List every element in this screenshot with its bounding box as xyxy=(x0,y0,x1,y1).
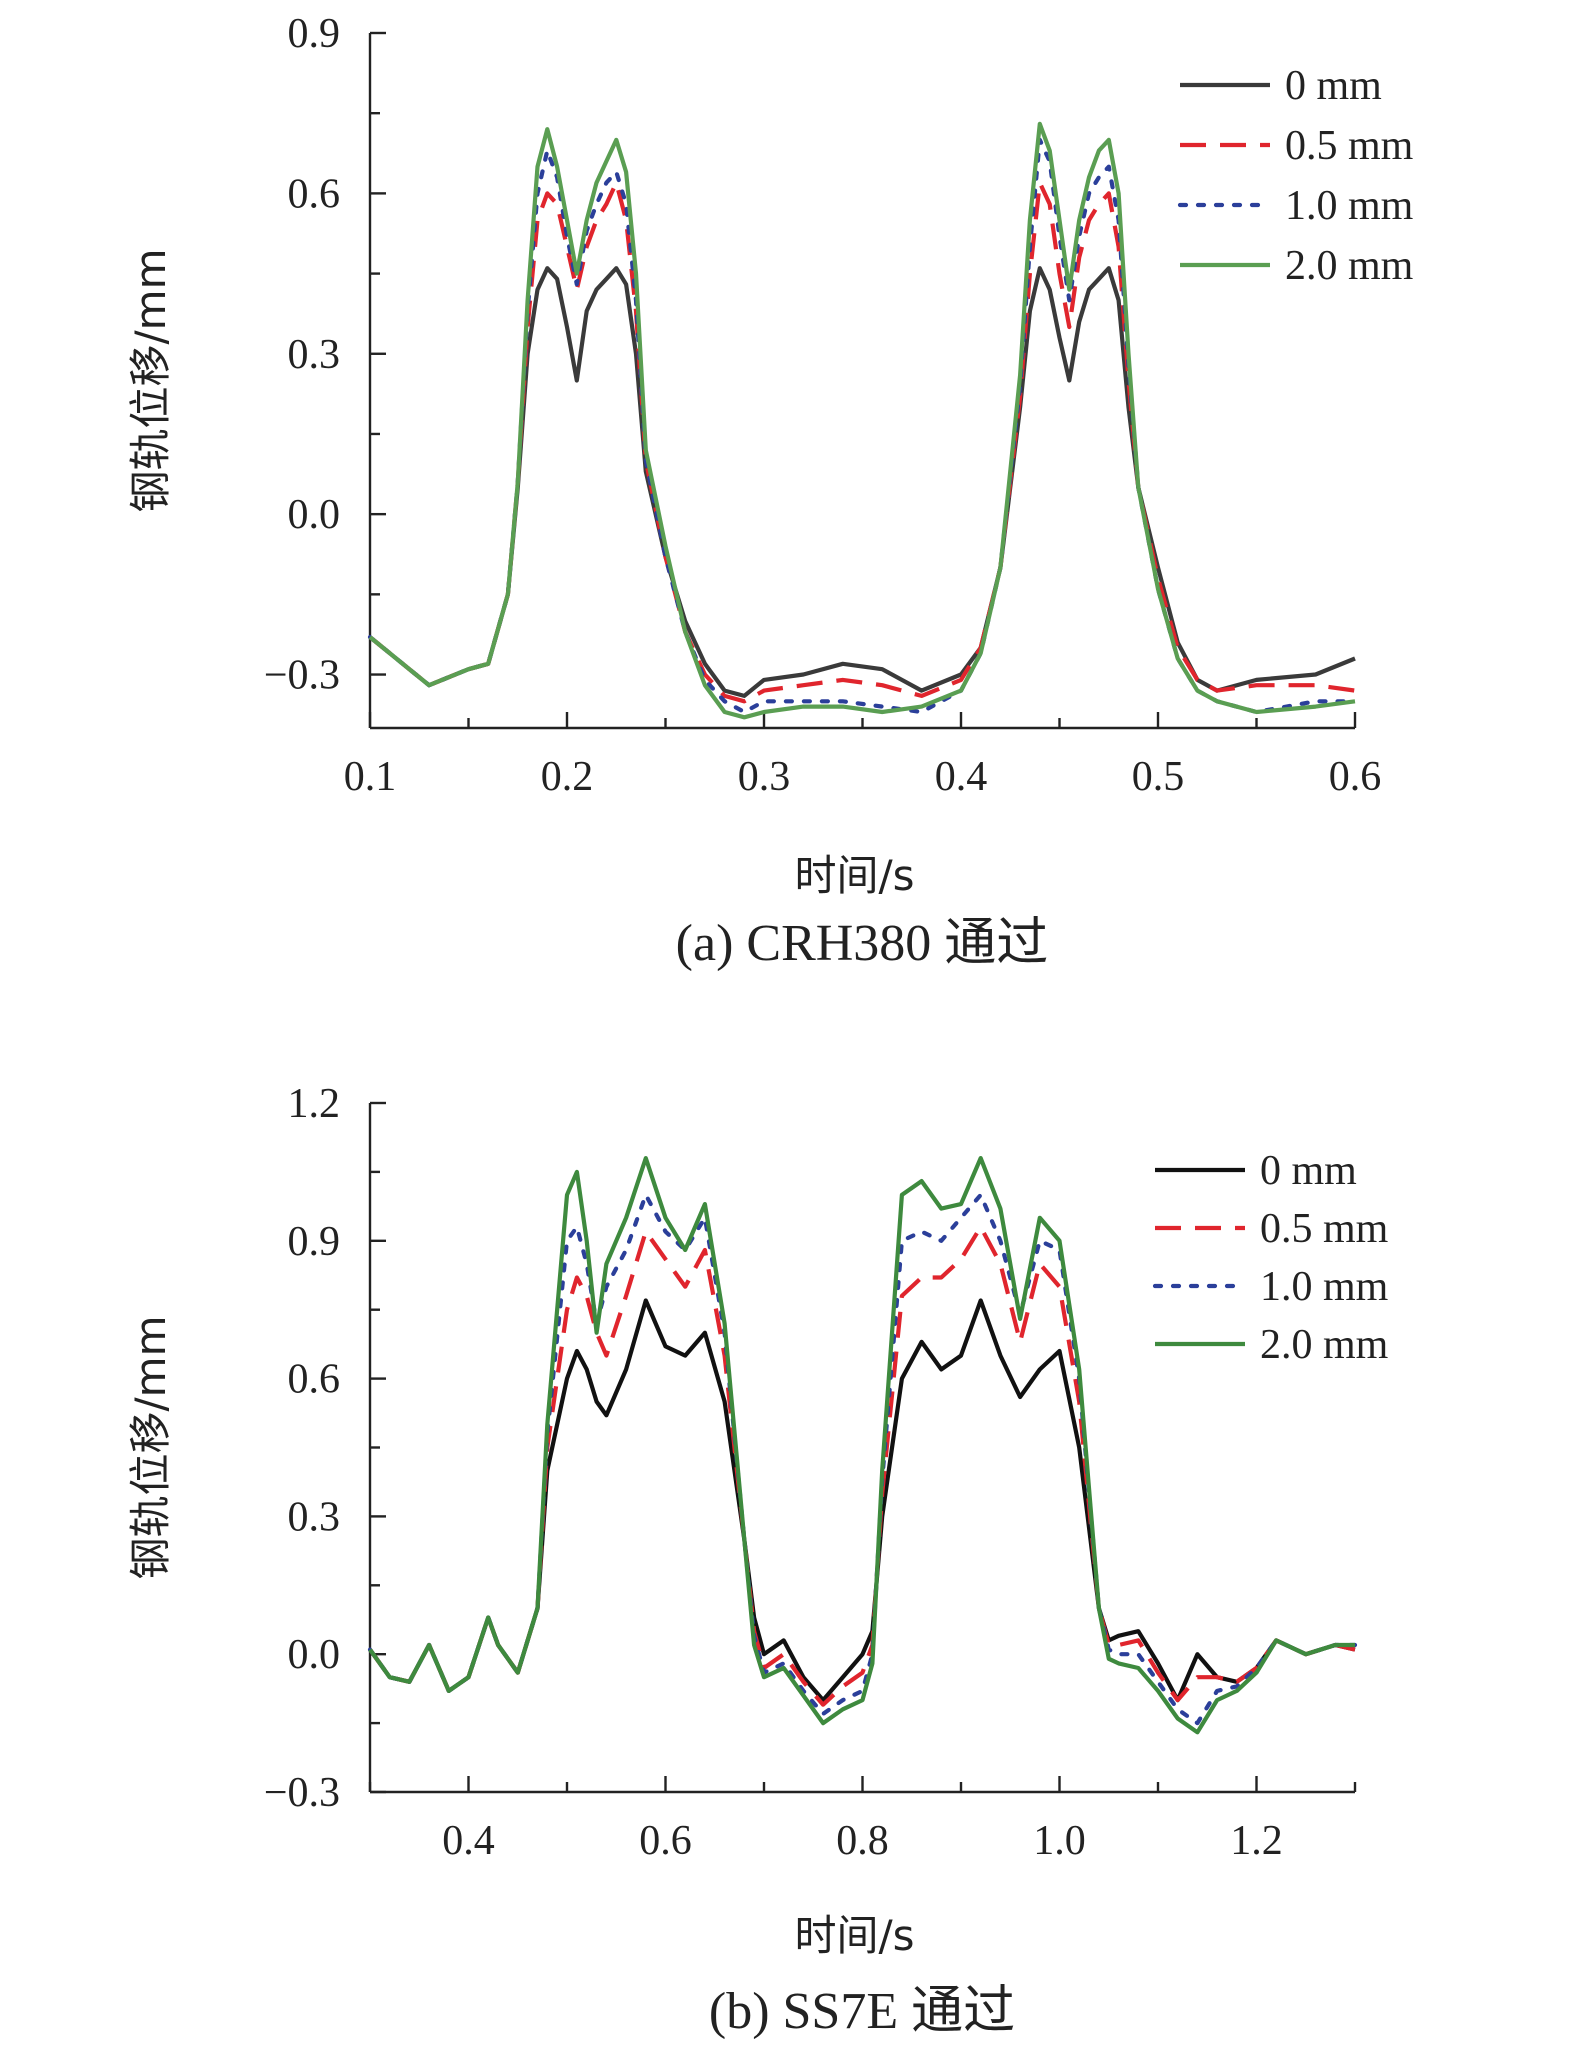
y-tick-label: 0.9 xyxy=(288,11,341,57)
x-tick-label: 0.1 xyxy=(344,754,397,800)
x-tick-label: 0.4 xyxy=(935,754,988,800)
legend-label: 1.0 mm xyxy=(1260,1264,1389,1310)
series-line-0-mm xyxy=(368,266,1356,699)
series-line-0-5-mm xyxy=(368,180,1356,704)
series-line-0-mm xyxy=(368,1298,1356,1703)
x-axis-title: 时间/s xyxy=(794,1911,914,1960)
x-axis-title: 时间/s xyxy=(794,851,914,900)
y-tick-label: 1.2 xyxy=(288,1081,341,1127)
y-tick-label: 0.9 xyxy=(288,1219,341,1265)
y-tick-label: 0.3 xyxy=(288,332,341,378)
y-axis-title: 钢轨位移/mm xyxy=(126,1316,175,1580)
legend-label: 1.0 mm xyxy=(1285,183,1414,229)
y-tick-label: 0.0 xyxy=(288,1632,341,1678)
x-tick-label: 0.6 xyxy=(1329,754,1382,800)
x-tick-label: 0.5 xyxy=(1132,754,1185,800)
x-tick-label: 1.0 xyxy=(1033,1818,1086,1864)
y-axis-title: 钢轨位移/mm xyxy=(126,249,175,513)
series-line-1-0-mm xyxy=(367,137,1358,715)
figure-caption: (b) SS7E 通过 xyxy=(709,1983,1015,2040)
x-tick-label: 1.2 xyxy=(1230,1818,1283,1864)
y-tick-label: −0.3 xyxy=(264,1770,340,1816)
series-line-0-5-mm xyxy=(368,1224,1356,1707)
legend-label: 0 mm xyxy=(1260,1148,1357,1194)
y-tick-label: −0.3 xyxy=(264,653,340,699)
figure-caption: (a) CRH380 通过 xyxy=(676,915,1049,972)
legend-label: 0 mm xyxy=(1285,63,1382,109)
y-tick-label: 0.3 xyxy=(288,1494,341,1540)
x-tick-label: 0.4 xyxy=(442,1818,495,1864)
legend-label: 2.0 mm xyxy=(1285,243,1414,289)
legend-label: 0.5 mm xyxy=(1285,123,1414,169)
y-tick-label: 0.6 xyxy=(288,171,341,217)
y-tick-label: 0.6 xyxy=(288,1357,341,1403)
chart-b: 0.4 0.6 0.8 1.0 1.2 −0.3 0.0 0.3 0.6 0.9 1.2 时间/s 钢轨… xyxy=(126,1081,1389,2040)
series-line-2-0-mm xyxy=(368,121,1356,720)
chart-a: 0.1 0.2 0.3 0.4 0.5 0.6 −0.3 0.0 0.3 0.6 0.9 时间/s 钢轨… xyxy=(126,11,1414,972)
x-tick-label: 0.3 xyxy=(738,754,791,800)
x-tick-label: 0.2 xyxy=(541,754,594,800)
legend-label: 2.0 mm xyxy=(1260,1322,1389,1368)
legend-label: 0.5 mm xyxy=(1260,1206,1389,1252)
series-line-2-0-mm xyxy=(368,1155,1355,1735)
series-line-1-0-mm xyxy=(367,1192,1358,1726)
x-tick-label: 0.6 xyxy=(639,1818,692,1864)
x-tick-label: 0.8 xyxy=(836,1818,889,1864)
y-tick-label: 0.0 xyxy=(288,492,341,538)
